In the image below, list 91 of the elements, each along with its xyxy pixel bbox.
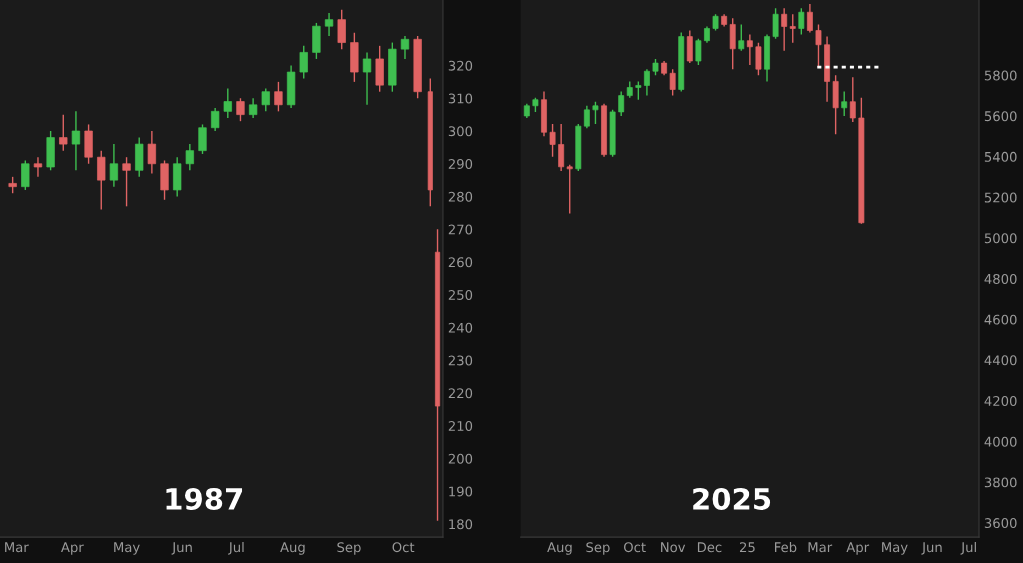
annotation: 2025 [693, 487, 771, 510]
candlestick [644, 68, 650, 97]
y-tick-label: 3600 [984, 518, 1017, 529]
candlestick [772, 7, 779, 40]
candlestick [849, 76, 856, 123]
y-tick-label: 190 [449, 486, 473, 497]
candlestick [755, 42, 762, 76]
x-tick-label: Apr [61, 542, 84, 555]
y-tick-label: 5200 [984, 192, 1017, 203]
y-tick-label: 220 [448, 388, 473, 399]
candlestick [695, 37, 702, 66]
x-tick-label: Nov [661, 542, 686, 553]
y-tick-label: 5400 [984, 151, 1017, 162]
candlestick [400, 35, 410, 60]
candlestick [558, 123, 565, 172]
y-tick-label: 3800 [984, 477, 1017, 488]
y-tick-label: 4400 [984, 355, 1017, 366]
candlestick [198, 123, 207, 155]
x-tick-label: Jul [960, 541, 976, 555]
x-tick-label: Jun [921, 542, 942, 555]
y-tick-label: 4600 [984, 314, 1017, 325]
x-tick-label: Oct [624, 542, 646, 553]
candlestick [211, 107, 220, 132]
candlestick [33, 156, 43, 178]
candlestick [236, 97, 245, 122]
candlestick [583, 105, 590, 129]
x-tick-label: Aug [280, 542, 305, 555]
y-tick-label: 4200 [984, 396, 1017, 406]
y-tick-label: 210 [448, 420, 473, 431]
y-tick-label: 260 [448, 257, 473, 268]
candlestick [261, 87, 270, 113]
y-tick-label: 4800 [984, 273, 1017, 284]
annotation: 1987 [166, 487, 243, 510]
y-tick-label: 240 [448, 322, 473, 333]
y-tick-label: 230 [448, 355, 473, 366]
candlestick [21, 159, 30, 191]
candlestick [746, 33, 753, 66]
x-tick-label: Dec [697, 542, 722, 553]
candlestick [618, 90, 625, 117]
candlestick [362, 51, 372, 106]
candlestick [109, 143, 119, 188]
candlestick [669, 68, 676, 97]
y-tick-label: 310 [448, 93, 473, 104]
y-tick-label: 5600 [984, 111, 1017, 122]
y-tick-label: 180 [449, 519, 473, 530]
candlestick [841, 90, 848, 117]
y-tick-label: 280 [448, 191, 473, 202]
candlestick [274, 81, 283, 113]
x-tick-label: Jun [171, 542, 192, 555]
candlestick [337, 9, 346, 50]
x-tick-label: Sep [586, 542, 610, 555]
y-tick-label: 250 [448, 289, 473, 300]
y-tick-label: 5800 [984, 70, 1017, 81]
x-tick-label: Apr [846, 542, 870, 555]
x-tick-label: Sep [337, 542, 361, 555]
candlestick [592, 101, 599, 125]
candlestick [798, 7, 805, 36]
candlestick [781, 7, 788, 52]
candlestick [122, 156, 131, 208]
x-tick-label: Mar [808, 542, 833, 553]
y-tick-label: 200 [448, 453, 473, 464]
y-tick-label: 320 [448, 60, 473, 71]
candlestick [635, 80, 642, 101]
candlestick [147, 130, 157, 175]
x-tick-label: Feb [775, 541, 797, 553]
x-tick-label: May [882, 542, 908, 555]
candlestick [71, 110, 81, 171]
candlestick [815, 23, 822, 68]
y-tick-label: 4000 [984, 436, 1017, 447]
candlestick [59, 113, 68, 152]
x-tick-label: Aug [547, 542, 572, 555]
candlestick [789, 13, 796, 44]
candlestick [549, 123, 556, 158]
x-tick-label: Oct [392, 542, 415, 553]
candlestick [248, 97, 258, 119]
candlestick [806, 3, 813, 34]
candlestick [299, 45, 308, 80]
candlestick [185, 143, 194, 171]
candlestick [223, 87, 232, 119]
x-tick-label: May [114, 542, 140, 555]
x-tick-label: 25 [739, 542, 755, 553]
candlestick [566, 164, 573, 215]
candlestick [738, 23, 745, 52]
y-tick-label: 300 [448, 126, 473, 137]
y-tick-label: 270 [448, 224, 473, 235]
y-tick-label: 290 [448, 158, 473, 169]
x-tick-label: Jul [228, 541, 244, 555]
y-tick-label: 5000 [984, 233, 1017, 244]
x-tick-label: Mar [5, 542, 29, 553]
candlestick [97, 149, 106, 211]
candlestick [324, 12, 334, 37]
